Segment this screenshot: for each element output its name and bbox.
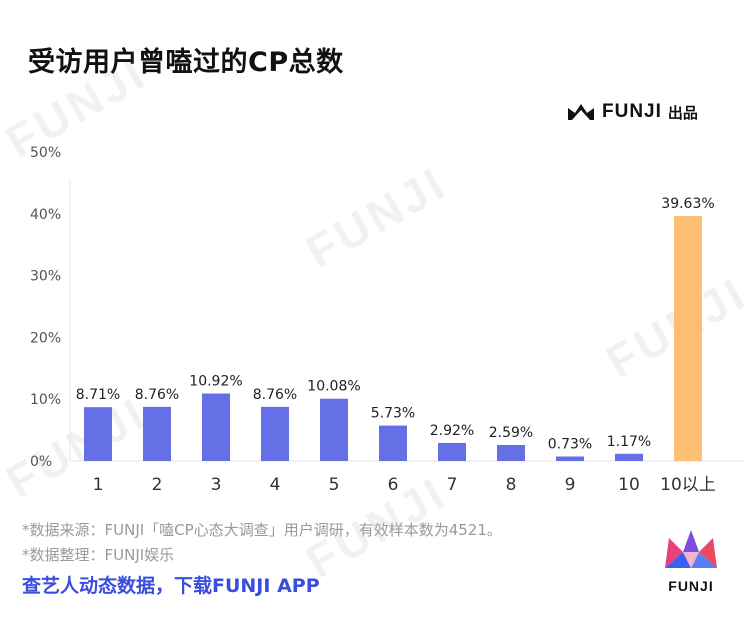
download-app-link[interactable]: 查艺人动态数据，下载FUNJI APP	[22, 575, 320, 597]
bar	[379, 425, 407, 461]
x-tick-label: 5	[329, 475, 340, 495]
data-label: 2.92%	[430, 423, 474, 439]
crown-logo-icon	[665, 530, 717, 568]
data-label: 8.71%	[76, 387, 120, 403]
bar	[261, 406, 289, 461]
x-tick-label: 7	[447, 475, 458, 495]
bar	[438, 442, 466, 461]
x-tick-label: 2	[152, 475, 163, 495]
brand-suffix: 出品	[667, 103, 698, 122]
x-tick-label: 9	[565, 475, 576, 495]
funji-logo: FUNJI	[660, 528, 722, 594]
x-tick-label: 4	[270, 475, 281, 495]
data-label: 2.59%	[489, 425, 533, 441]
logo-text: FUNJI	[668, 578, 714, 594]
y-tick-label: 10%	[30, 392, 61, 408]
data-label: 1.17%	[607, 434, 651, 450]
crown-icon	[568, 104, 594, 120]
x-tick-label: 6	[388, 475, 399, 495]
x-tick-label: 1	[93, 475, 104, 495]
bar	[556, 456, 584, 461]
x-tick-label: 3	[211, 475, 222, 495]
x-tick-label: 10以上	[660, 475, 716, 495]
x-tick-label: 10	[618, 475, 640, 495]
bar	[674, 216, 702, 461]
brand-mark: FUNJI 出品	[566, 101, 698, 123]
brand-name: FUNJI	[602, 101, 662, 122]
y-tick-label: 0%	[30, 454, 52, 470]
bar	[143, 406, 171, 461]
y-tick-label: 20%	[30, 330, 61, 346]
data-label: 0.73%	[548, 436, 592, 452]
footnote-source: *数据来源：FUNJI「嗑CP心态大调查」用户调研，有效样本数为4521。	[22, 521, 502, 539]
y-tick-label: 50%	[30, 145, 61, 161]
data-label: 39.63%	[661, 196, 714, 212]
bar	[497, 444, 525, 461]
bar	[84, 407, 112, 461]
chart-title: 受访用户曾嗑过的CP总数	[28, 47, 344, 78]
y-tick-label: 40%	[30, 207, 61, 223]
data-label: 8.76%	[253, 387, 297, 403]
data-label: 8.76%	[135, 387, 179, 403]
x-tick-label: 8	[506, 475, 517, 495]
data-label: 5.73%	[371, 406, 415, 422]
bar	[615, 453, 643, 461]
data-label: 10.92%	[189, 374, 242, 390]
y-tick-label: 30%	[30, 269, 61, 285]
data-label: 10.08%	[307, 379, 360, 395]
bar	[202, 393, 230, 461]
footnote-credit: *数据整理：FUNJI娱乐	[22, 546, 175, 564]
bar	[320, 398, 348, 461]
